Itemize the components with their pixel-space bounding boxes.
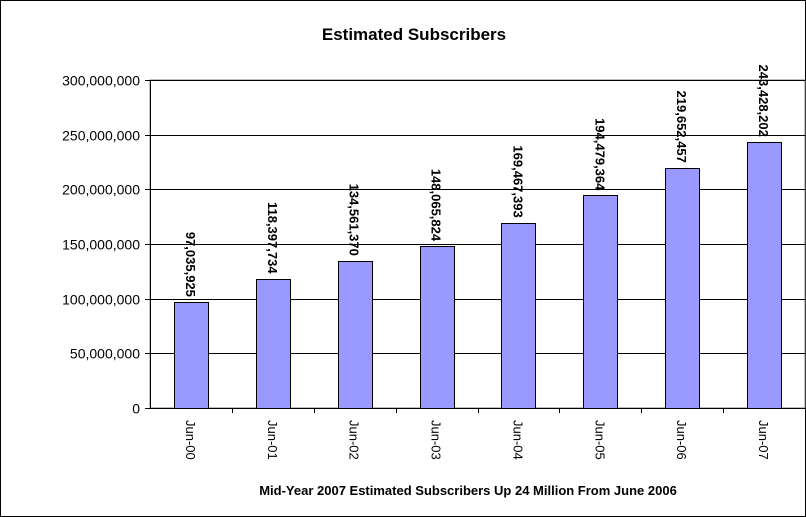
data-label: 243,428,202 (756, 65, 771, 137)
bar (665, 168, 700, 409)
data-label: 148,065,824 (429, 169, 444, 242)
data-label: 169,467,393 (510, 145, 525, 217)
x-axis-label: Mid-Year 2007 Estimated Subscribers Up 2… (259, 483, 677, 498)
y-tick-label: 200,000,000 (62, 182, 140, 198)
y-tick-label: 100,000,000 (62, 292, 140, 308)
chart-title: Estimated Subscribers (322, 25, 506, 44)
bar (583, 195, 618, 409)
bar (747, 142, 782, 409)
bar (420, 246, 455, 409)
x-tick-label: Jun-01 (265, 420, 280, 460)
x-tick-label: Jun-07 (756, 420, 771, 460)
x-tick-label: Jun-00 (183, 420, 198, 460)
y-tick-label: 300,000,000 (62, 73, 140, 89)
x-tick-label: Jun-03 (429, 420, 444, 460)
x-tick-label: Jun-06 (674, 420, 689, 460)
bar (338, 261, 373, 409)
y-tick-label: 0 (132, 401, 140, 417)
x-tick-label: Jun-05 (592, 420, 607, 460)
data-label: 97,035,925 (183, 232, 198, 297)
data-labels: 97,035,925 118,397,734 134,561,370 148,065,… (183, 65, 771, 297)
bars (174, 142, 782, 409)
y-tick-label: 50,000,000 (70, 346, 140, 362)
y-tick-label: 150,000,000 (62, 237, 140, 253)
data-label: 134,561,370 (347, 184, 362, 256)
axes: 0 50,000,000 100,000,000 150,000,000 200,000… (62, 73, 806, 460)
bar (501, 223, 536, 409)
y-tick-label: 250,000,000 (62, 128, 140, 144)
x-tick-label: Jun-04 (510, 420, 525, 460)
data-label: 194,479,364 (592, 118, 607, 191)
data-label: 219,652,457 (674, 91, 689, 163)
data-label: 118,397,734 (265, 202, 280, 274)
bar (256, 279, 291, 409)
x-tick-label: Jun-02 (347, 420, 362, 460)
bar (174, 302, 209, 409)
